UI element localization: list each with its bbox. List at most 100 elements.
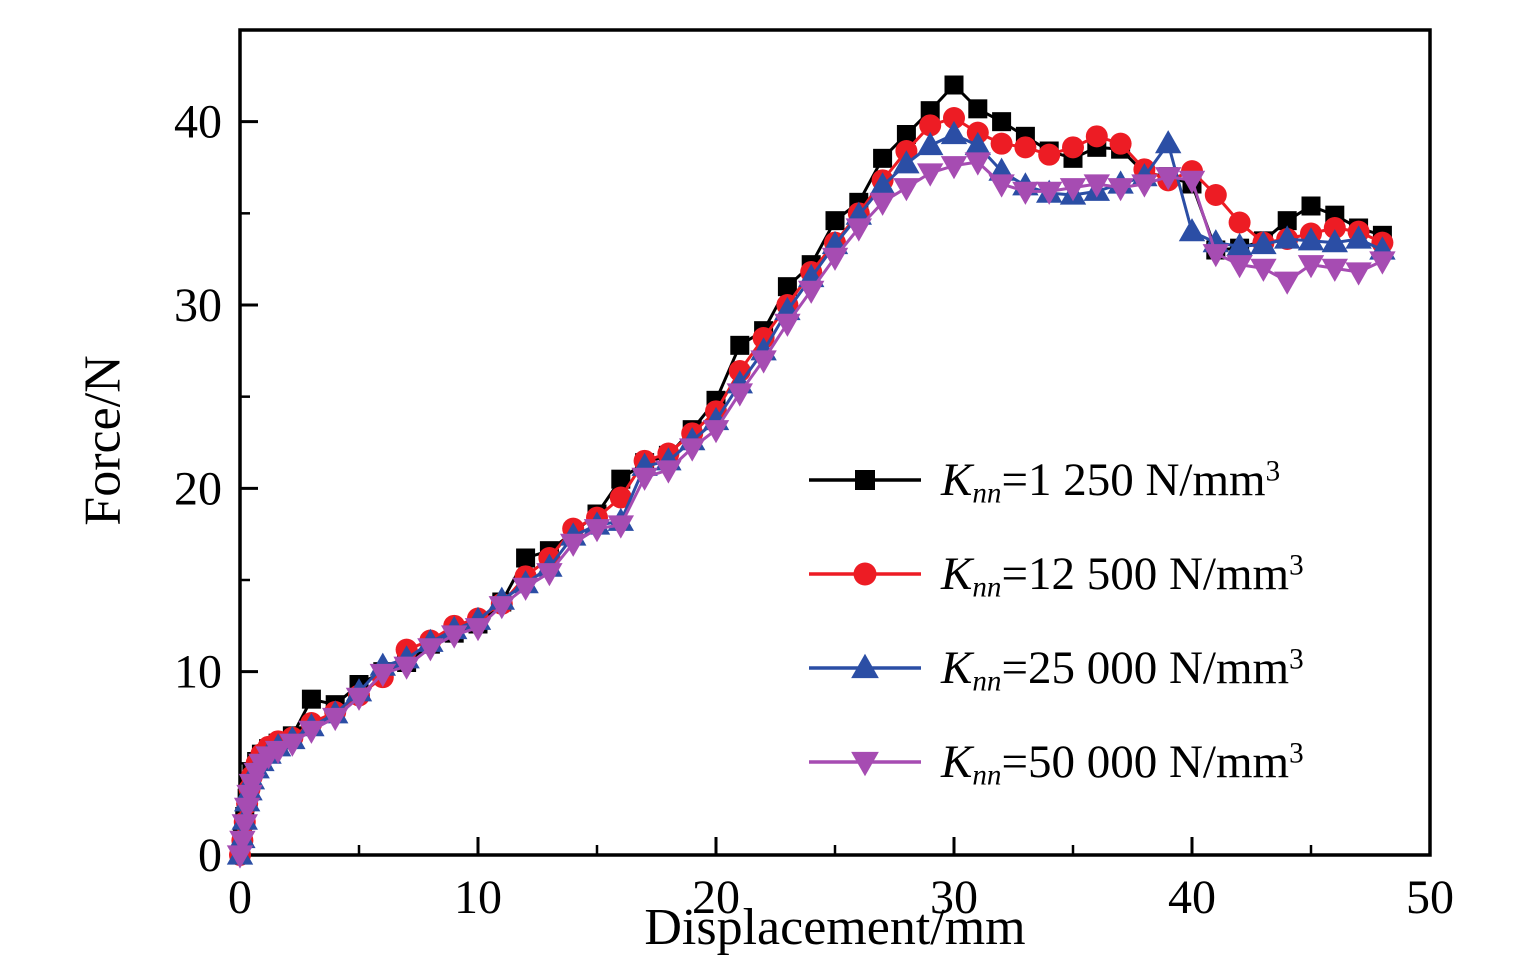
series-marker-knn-12500 (1085, 125, 1108, 148)
x-tick-label: 30 (930, 871, 978, 924)
series-marker-knn-25000 (1274, 225, 1301, 249)
legend-item-knn-1250: Knn=1 250 N/mm3 (805, 448, 1304, 512)
series-marker-knn-50000 (464, 618, 492, 642)
series-marker-knn-50000 (869, 192, 896, 216)
series-marker-knn-50000 (1059, 178, 1087, 202)
series-marker-knn-25000 (917, 131, 944, 156)
series-marker-knn-25000 (1250, 230, 1277, 255)
series-marker-knn-25000 (1345, 225, 1372, 249)
legend-item-knn-12500: Knn=12 500 N/mm3 (805, 542, 1304, 606)
series-marker-knn-50000 (1345, 262, 1372, 286)
series-marker-knn-1250 (730, 335, 750, 355)
series-marker-knn-50000 (417, 638, 444, 662)
series-marker-knn-50000 (917, 163, 944, 187)
series-marker-knn-50000 (1202, 244, 1229, 268)
series-marker-knn-50000 (279, 733, 306, 757)
series-marker-knn-50000 (1036, 181, 1063, 205)
legend-triangle-up-icon (809, 653, 921, 679)
series-marker-knn-50000 (322, 707, 349, 732)
y-tick-label: 40 (174, 96, 222, 149)
series-marker-knn-50000 (1131, 174, 1158, 198)
series-marker-knn-1250 (992, 112, 1012, 132)
series-marker-knn-50000 (488, 596, 515, 620)
y-tick-label: 30 (174, 279, 222, 332)
series-marker-knn-25000 (1321, 229, 1348, 253)
series-marker-knn-50000 (798, 280, 825, 304)
series-marker-knn-50000 (1178, 170, 1206, 194)
series-marker-knn-50000 (229, 830, 256, 854)
series-marker-knn-50000 (298, 720, 325, 744)
x-tick-label: 10 (454, 871, 502, 924)
series-marker-knn-1250 (944, 75, 964, 95)
series-marker-knn-50000 (1107, 178, 1134, 202)
series-marker-knn-50000 (1012, 181, 1039, 205)
series-marker-knn-12500 (1062, 136, 1084, 159)
series-marker-knn-25000 (1155, 130, 1182, 154)
series-marker-knn-50000 (441, 625, 468, 649)
series-marker-knn-50000 (964, 152, 991, 176)
series-marker-knn-50000 (1083, 174, 1110, 198)
series-marker-knn-50000 (583, 519, 611, 543)
series-marker-knn-12500 (1228, 211, 1251, 234)
series-marker-knn-50000 (536, 563, 563, 587)
series-marker-knn-50000 (988, 174, 1015, 198)
y-axis-title: Force/N (74, 355, 132, 526)
series-marker-knn-1250 (1277, 211, 1297, 231)
series-marker-knn-50000 (631, 467, 658, 491)
legend-square-icon (809, 470, 921, 490)
series-marker-knn-50000 (231, 814, 258, 838)
series-marker-knn-50000 (393, 656, 420, 680)
series-marker-knn-1250 (825, 211, 845, 231)
series-marker-knn-1250 (1301, 196, 1321, 216)
series-marker-knn-50000 (1274, 271, 1301, 295)
series-marker-knn-50000 (940, 156, 968, 180)
legend: Knn=1 250 N/mm3 Knn=12 500 N/mm3 Knn=25 00… (805, 448, 1304, 794)
series-marker-knn-25000 (1297, 227, 1325, 251)
legend-circle-icon (809, 562, 921, 586)
series-marker-knn-1250 (611, 469, 631, 489)
series-marker-knn-50000 (1321, 258, 1348, 282)
x-tick-label: 50 (1406, 871, 1454, 924)
y-tick-label: 0 (198, 829, 222, 882)
series-marker-knn-1250 (777, 277, 797, 297)
series-marker-knn-1250 (301, 689, 321, 709)
series-marker-knn-25000 (940, 120, 968, 145)
series-marker-knn-12500 (1038, 143, 1061, 166)
legend-item-knn-25000: Knn=25 000 N/mm3 (805, 636, 1304, 700)
series-marker-knn-25000 (964, 131, 991, 156)
series-marker-knn-50000 (750, 350, 777, 374)
legend-marker-knn-1250 (855, 470, 875, 490)
legend-triangle-down-icon (809, 751, 921, 777)
series-marker-knn-50000 (233, 797, 261, 821)
series-marker-knn-50000 (679, 438, 706, 462)
series-marker-knn-12500 (1014, 136, 1037, 159)
series-marker-knn-50000 (893, 178, 920, 202)
y-tick-label: 10 (174, 646, 222, 699)
series-marker-knn-12500 (943, 107, 965, 129)
series-marker-knn-50000 (655, 460, 682, 484)
series-marker-knn-50000 (821, 247, 849, 271)
series-marker-knn-25000 (1226, 232, 1253, 256)
series-marker-knn-50000 (726, 383, 753, 407)
x-tick-label: 20 (692, 871, 740, 924)
legend-label-knn-25000: Knn=25 000 N/mm3 (941, 642, 1304, 698)
series-marker-knn-50000 (607, 515, 634, 539)
series-marker-knn-1250 (873, 148, 893, 168)
series-marker-knn-12500 (1323, 217, 1346, 239)
x-tick-label: 0 (228, 871, 252, 924)
legend-marker-knn-50000 (851, 751, 879, 777)
legend-item-knn-50000: Knn=50 000 N/mm3 (805, 730, 1304, 794)
series-marker-knn-50000 (264, 740, 292, 765)
legend-label-knn-50000: Knn=50 000 N/mm3 (941, 736, 1304, 792)
series-marker-knn-12500 (609, 486, 632, 509)
series-marker-knn-50000 (345, 687, 373, 711)
series-marker-knn-50000 (1250, 258, 1277, 282)
series-marker-knn-12500 (990, 132, 1013, 155)
series-marker-knn-50000 (702, 420, 730, 444)
series-marker-knn-50000 (369, 663, 396, 688)
series-marker-knn-12500 (1109, 132, 1132, 155)
x-tick-label: 40 (1168, 871, 1216, 924)
legend-label-knn-12500: Knn=12 500 N/mm3 (941, 548, 1304, 604)
